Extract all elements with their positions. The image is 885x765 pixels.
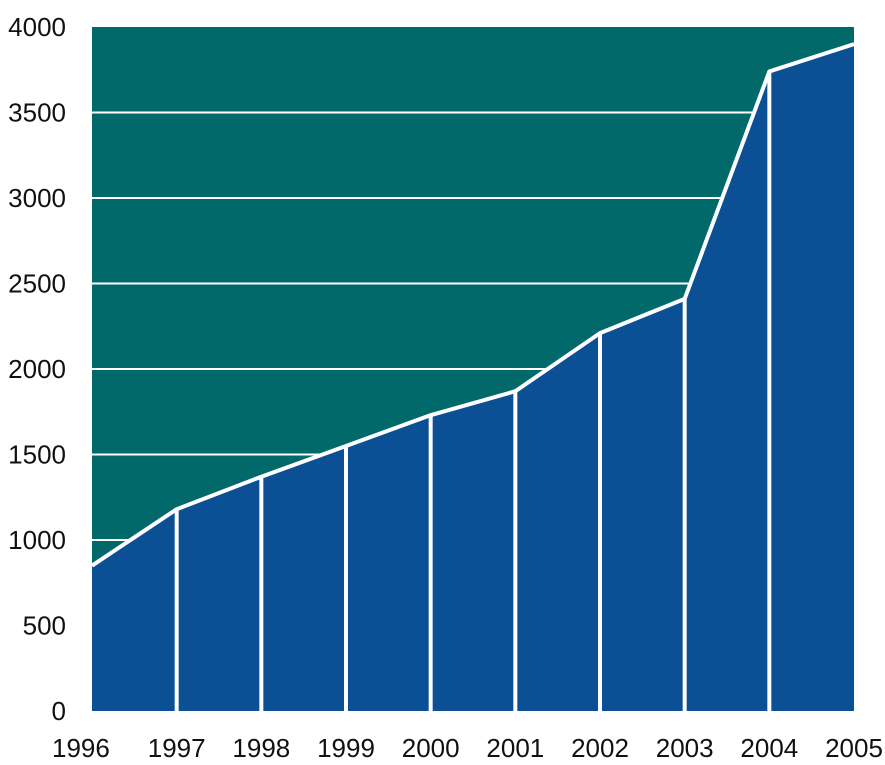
y-axis: 0 500 1000 1500 2000 2500 3000 3500 4000 [8,12,66,726]
x-tick-label: 2000 [402,733,460,763]
y-tick-label: 3500 [8,98,66,128]
x-tick-label: 1999 [317,733,375,763]
x-tick-label: 2002 [571,733,629,763]
y-tick-label: 2500 [8,269,66,299]
area-fill [92,44,854,712]
y-tick-label: 3000 [8,183,66,213]
y-tick-label: 500 [23,611,66,641]
x-tick-label: 2003 [656,733,714,763]
y-tick-label: 2000 [8,354,66,384]
x-tick-label: 2004 [740,733,798,763]
x-axis: 1996 1997 1998 1999 2000 2001 2002 2003 2004 2005 [52,733,883,763]
y-tick-label: 0 [52,696,66,726]
year-dividers [174,71,772,711]
x-tick-label: 1997 [148,733,206,763]
x-tick-label: 2005 [825,733,883,763]
data-line [90,42,855,568]
y-tick-label: 4000 [8,12,66,42]
x-tick-label: 2001 [486,733,544,763]
x-tick-label: 1996 [52,733,110,763]
x-tick-label: 1998 [232,733,290,763]
y-tick-label: 1500 [8,440,66,470]
y-tick-label: 1000 [8,525,66,555]
